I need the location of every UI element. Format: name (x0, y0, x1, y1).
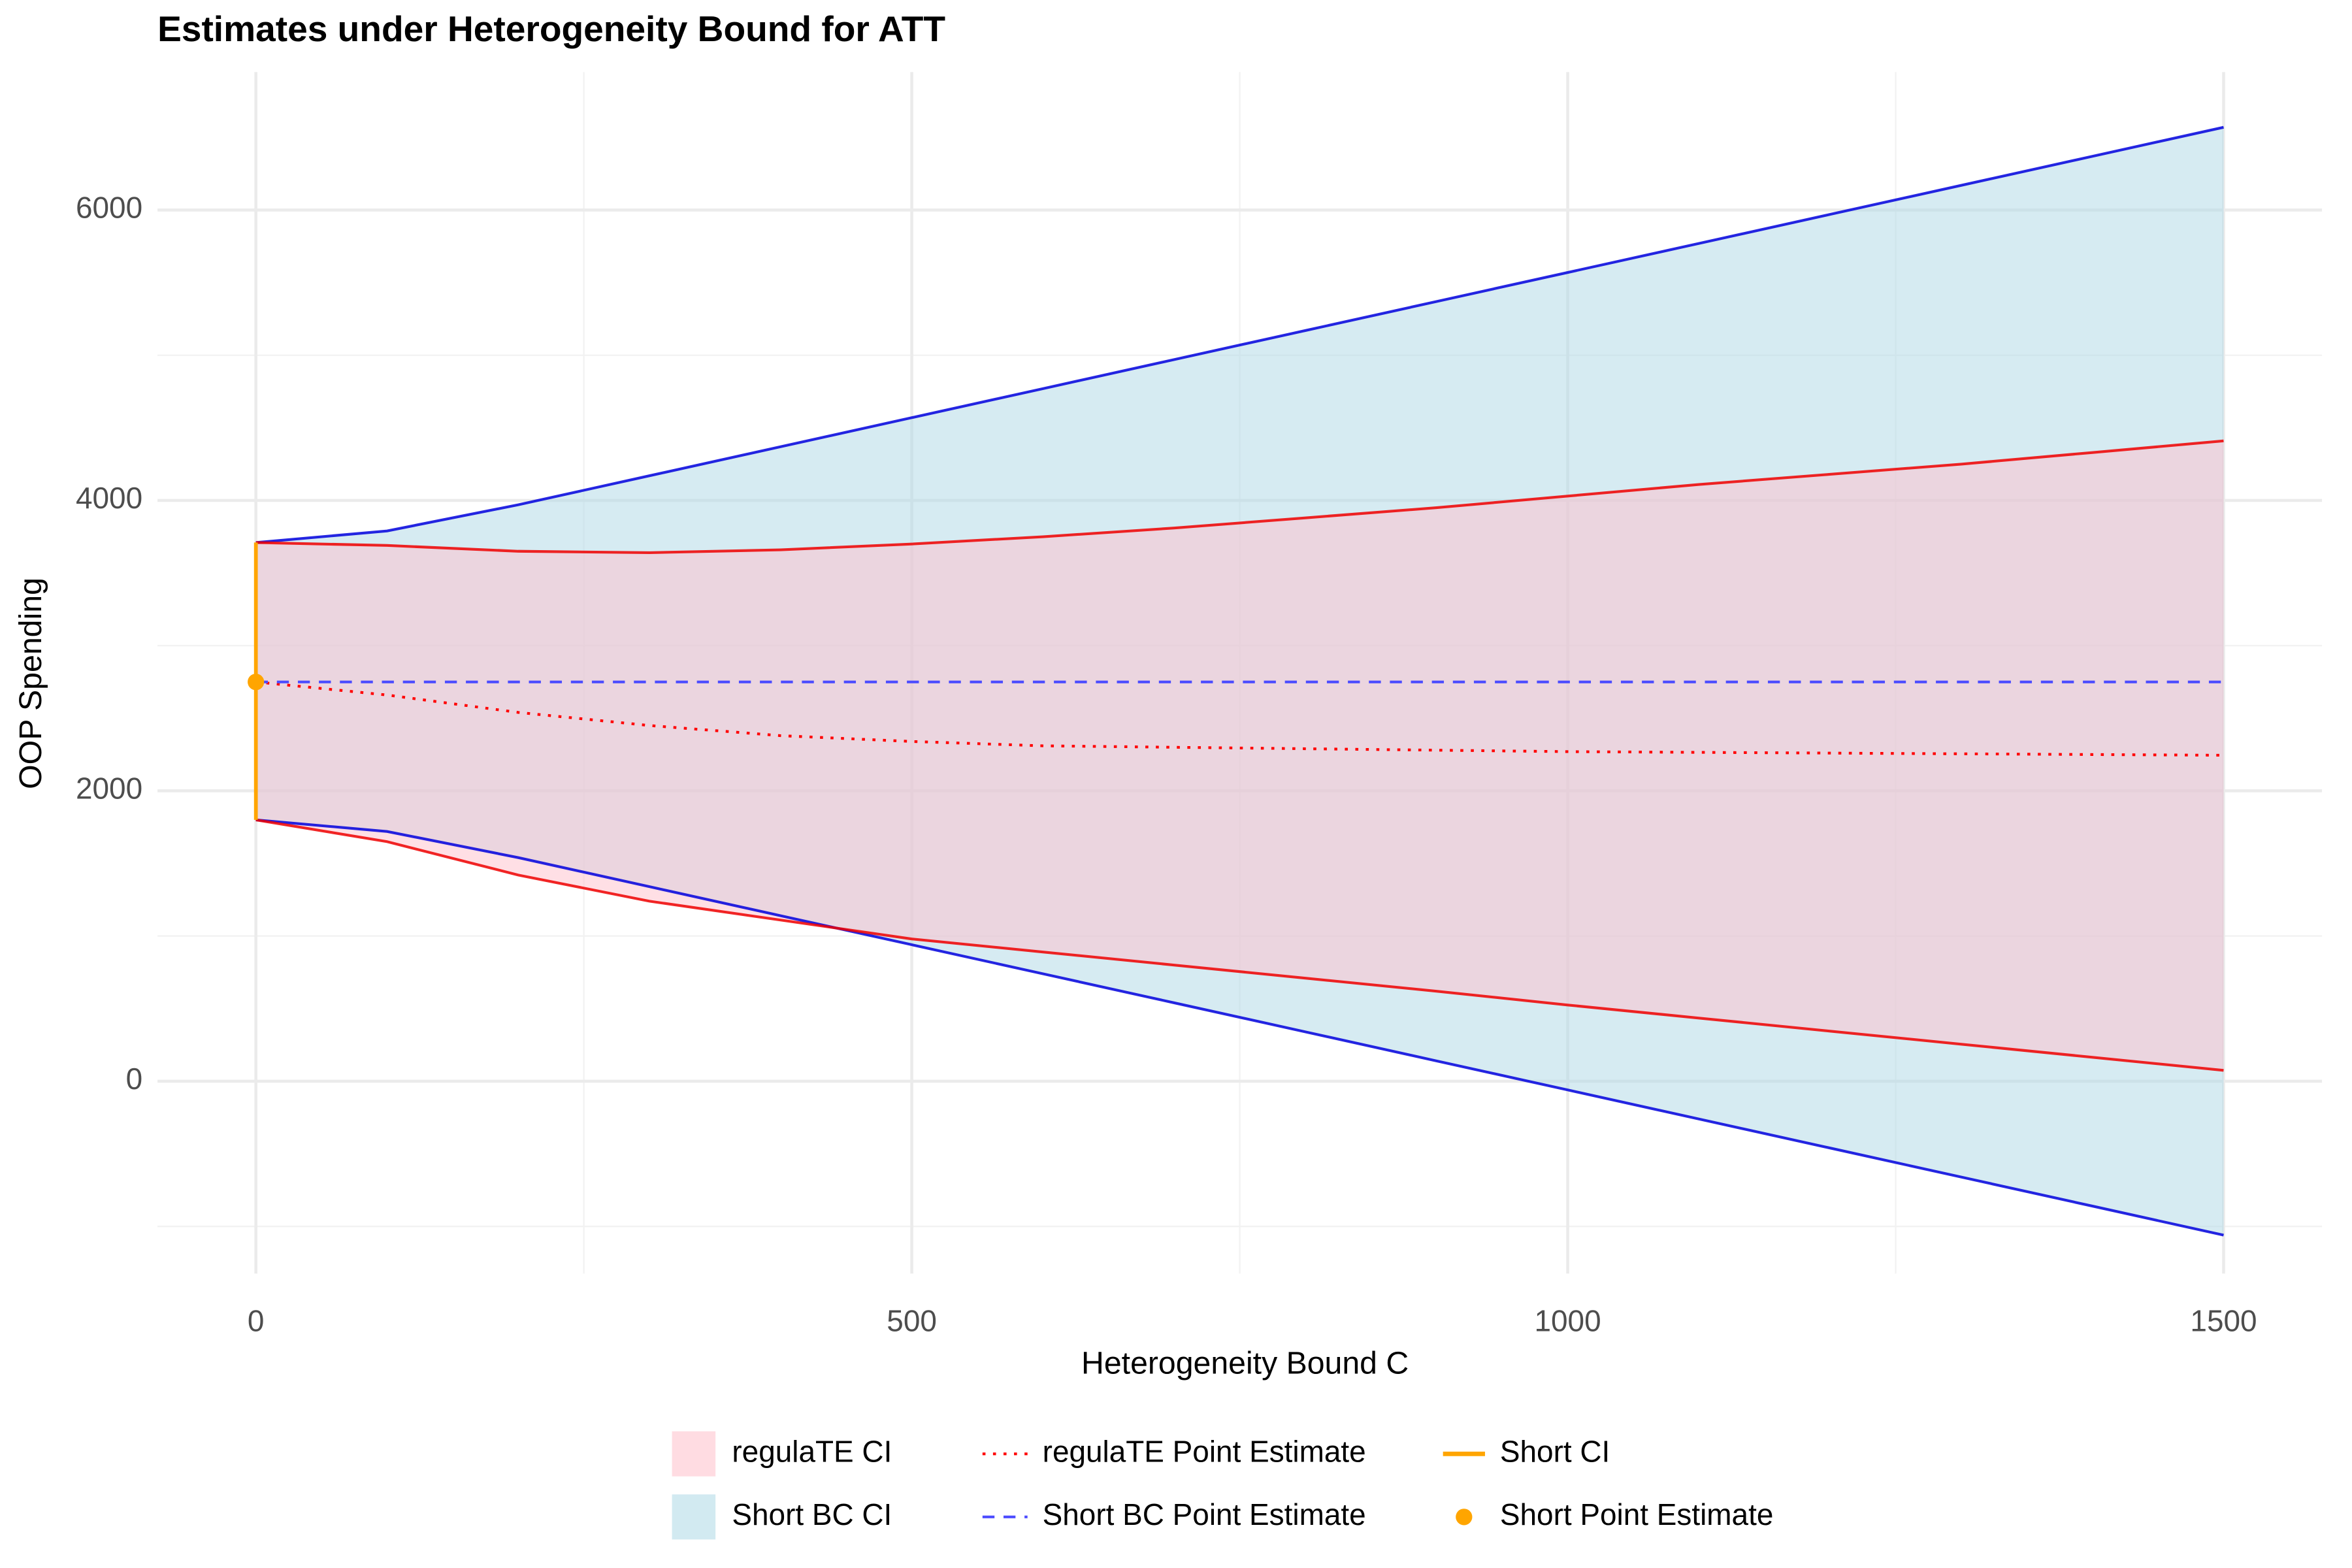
y-tick-label: 4000 (76, 481, 142, 515)
ci-edge (255, 818, 2224, 1072)
legend-label: Short CI (1500, 1434, 1610, 1468)
legend-label: regulaTE Point Estimate (1043, 1434, 1366, 1468)
legend-item: Short BC Point Estimate (982, 1497, 1366, 1531)
x-tick-label: 1000 (1534, 1303, 1601, 1337)
x-tick-label: 1500 (2190, 1303, 2257, 1337)
y-tick-label: 0 (126, 1062, 143, 1096)
legend-label: regulaTE CI (732, 1434, 892, 1468)
y-axis-title: OOP Spending (13, 578, 48, 789)
ci-edge (255, 818, 2224, 1237)
legend-item: regulaTE CI (672, 1431, 892, 1477)
legend-label: Short Point Estimate (1500, 1497, 1773, 1531)
x-tick-label: 0 (248, 1303, 265, 1337)
chart-title: Estimates under Heterogeneity Bound for … (157, 8, 945, 49)
legend-key (672, 1431, 716, 1477)
y-tick-label: 6000 (76, 191, 142, 225)
ci-ribbon (255, 440, 2224, 1071)
y-tick-label: 2000 (76, 772, 142, 806)
x-axis-title: Heterogeneity Bound C (1081, 1345, 1409, 1380)
legend-label: Short BC CI (732, 1497, 892, 1531)
legend-key (1456, 1509, 1473, 1526)
point (248, 674, 265, 691)
legend-item: Short Point Estimate (1456, 1497, 1773, 1531)
legend-key (672, 1494, 716, 1540)
ci-edge (255, 125, 2224, 544)
legend-item: Short BC CI (672, 1494, 892, 1540)
legend-item: regulaTE Point Estimate (982, 1434, 1366, 1468)
legend-label: Short BC Point Estimate (1043, 1497, 1366, 1531)
legend-item: Short CI (1443, 1434, 1610, 1468)
x-tick-label: 500 (887, 1303, 937, 1337)
ci-edge (255, 439, 2224, 555)
